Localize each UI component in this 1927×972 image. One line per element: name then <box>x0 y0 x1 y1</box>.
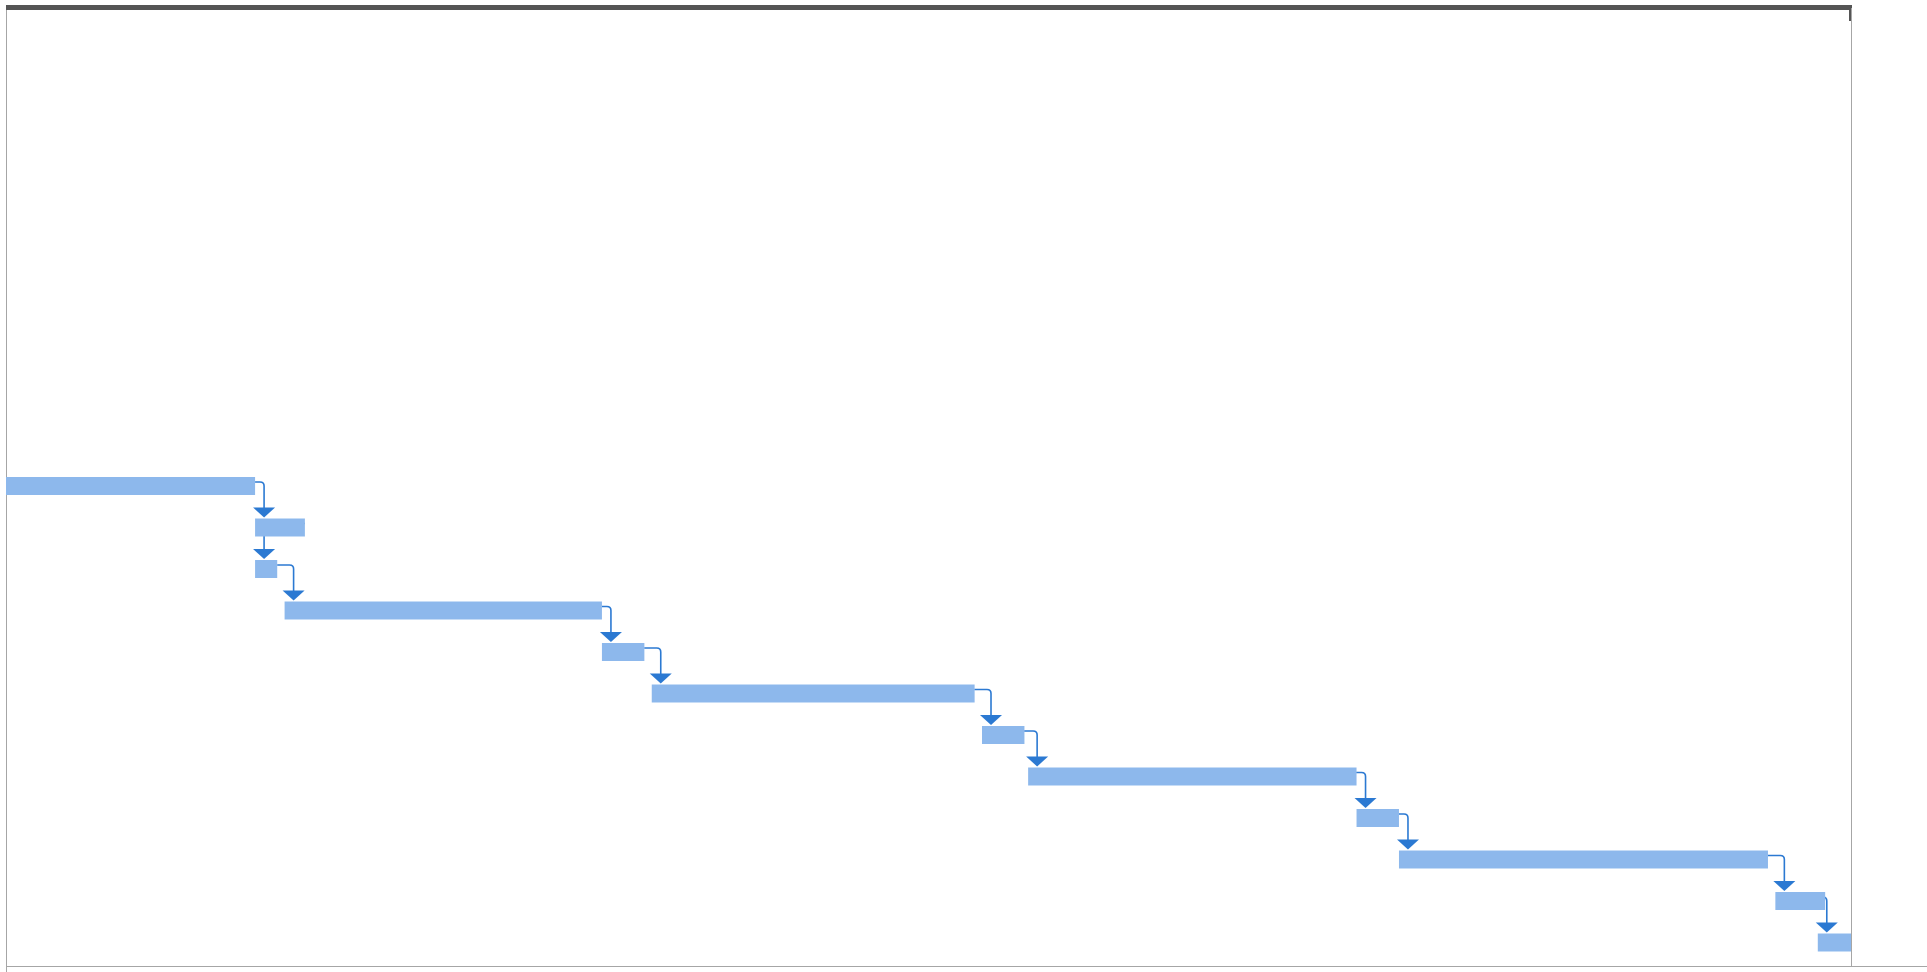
dependency-arrowhead <box>1396 839 1419 850</box>
task-bar[interactable] <box>1398 850 1768 869</box>
dependency-connector <box>255 481 265 508</box>
task-bar[interactable] <box>6 477 256 495</box>
dependency-connector <box>1356 771 1367 798</box>
dependency-connector <box>601 605 612 632</box>
dependency-arrowhead <box>599 632 622 642</box>
dependency-arrowhead <box>1026 756 1049 767</box>
dependency-connector <box>1767 854 1786 881</box>
dependency-arrowhead <box>1773 881 1796 891</box>
task-bar[interactable] <box>255 560 278 578</box>
task-bar[interactable] <box>601 643 645 661</box>
dependency-connector <box>1024 730 1038 757</box>
chart-top-rule-end-cap <box>1849 5 1852 21</box>
task-bar[interactable] <box>1775 892 1826 910</box>
dependency-connector <box>277 564 295 591</box>
dependency-arrowhead <box>253 549 276 559</box>
task-bar[interactable] <box>255 518 305 537</box>
dependency-links <box>253 481 1838 933</box>
dependency-arrowhead <box>1815 922 1838 933</box>
dependency-arrowhead <box>980 715 1003 725</box>
dependency-arrowhead <box>1354 798 1377 808</box>
dependency-arrowhead <box>649 673 672 684</box>
task-bar[interactable] <box>1356 809 1399 827</box>
task-bars <box>6 477 1851 952</box>
dependency-connector <box>1398 813 1409 840</box>
dependency-connector <box>974 688 992 715</box>
task-bar[interactable] <box>284 601 602 620</box>
task-bar[interactable] <box>1817 933 1851 952</box>
task-bar[interactable] <box>982 726 1025 744</box>
task-bar[interactable] <box>1028 767 1357 786</box>
task-bar[interactable] <box>651 684 975 703</box>
dependency-arrowhead <box>253 507 276 518</box>
dependency-arrowhead <box>282 590 305 601</box>
dependency-connector <box>644 647 662 674</box>
